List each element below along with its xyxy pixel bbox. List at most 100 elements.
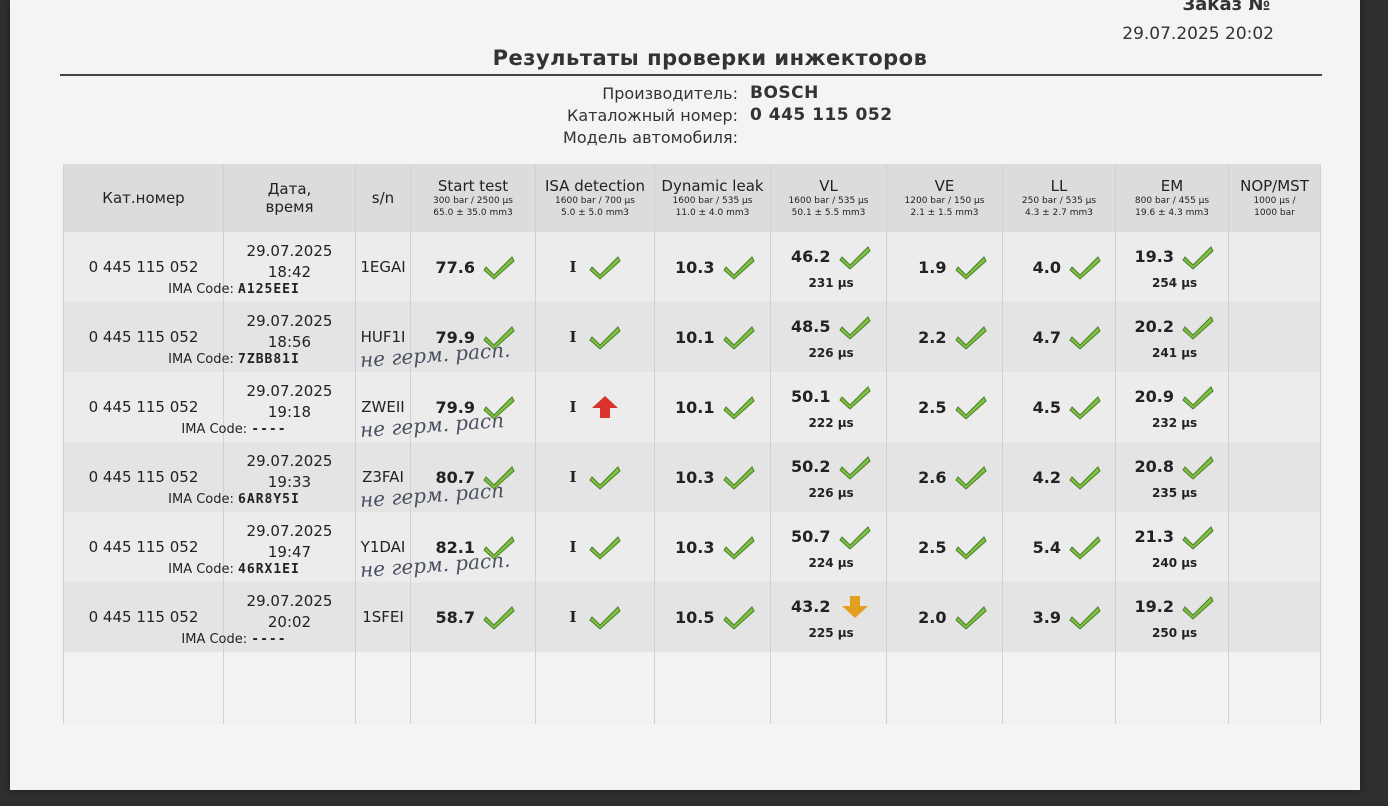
column-title: LL <box>1050 177 1068 195</box>
ima-label: IMA Code: <box>168 492 234 507</box>
checkmark-icon <box>838 385 871 410</box>
isa-value: I <box>569 328 577 346</box>
em-line: 20.8 <box>1130 454 1214 480</box>
start-test-value: 79.9 <box>435 327 475 347</box>
catalog-number: 0 445 115 052 <box>88 468 199 486</box>
vl-stack: 50.7 224 μs <box>787 524 871 570</box>
em-line: 19.2 <box>1130 594 1214 620</box>
column-condition: 1200 bar / 150 μs <box>904 196 985 206</box>
column-header: VL 1600 bar / 535 μs 50.1 ± 5.5 mm3 <box>770 164 887 232</box>
empty-cell <box>770 652 887 724</box>
ve-value: 2.2 <box>918 327 947 347</box>
column-title: Дата, время <box>265 180 314 216</box>
empty-cell <box>1228 652 1321 724</box>
vl-line: 48.5 <box>787 314 871 340</box>
checkmark-icon <box>954 256 987 280</box>
vl-cell: 50.1 222 μs <box>770 372 887 442</box>
ima-line: IMA Code: 46RX1EI <box>84 559 384 580</box>
nop-mst-cell <box>1228 512 1321 582</box>
column-title: Dynamic leak <box>661 177 764 195</box>
em-line: 20.2 <box>1130 314 1214 340</box>
column-condition: 800 bar / 455 μs <box>1134 196 1210 206</box>
column-tolerance: 11.0 ± 4.0 mm3 <box>675 208 750 218</box>
catalog-cell: 0 445 115 052 <box>63 232 224 302</box>
start-test-value: 79.9 <box>435 397 475 417</box>
nop-mst-cell <box>1228 582 1321 652</box>
table-row: 0 445 115 052 29.07.2025 19:47 IMA Code: 46… <box>63 512 1321 582</box>
checkmark-icon <box>1069 536 1101 560</box>
em-line: 21.3 <box>1130 524 1214 550</box>
ima-code: ---- <box>251 632 287 647</box>
serial-cell: 1EGAI <box>355 232 411 302</box>
column-header: EM 800 bar / 455 μs 19.6 ± 4.3 mm3 <box>1115 164 1229 232</box>
column-title: Start test <box>437 177 509 195</box>
dynamic-leak-value: 10.3 <box>675 537 715 557</box>
ima-code: 7ZBB81I <box>238 352 300 367</box>
ve-value: 1.9 <box>918 257 947 277</box>
dynamic-leak-cell: 10.1 <box>654 372 771 442</box>
vl-value: 50.7 <box>791 527 831 546</box>
test-date: 29.07.2025 <box>246 382 333 400</box>
start-test-value: 80.7 <box>435 467 475 487</box>
column-condition: 1600 bar / 535 μs <box>788 196 869 206</box>
column-header: Start test 300 bar / 2500 μs 65.0 ± 35.0 m… <box>410 164 536 232</box>
em-time: 232 μs <box>1152 415 1198 430</box>
checkmark-icon <box>483 326 515 350</box>
vl-line: 50.7 <box>787 524 871 550</box>
vl-time: 226 μs <box>808 485 854 500</box>
em-line: 20.9 <box>1130 384 1214 410</box>
ima-label: IMA Code: <box>181 422 248 437</box>
checkmark-icon <box>954 466 987 490</box>
ve-value: 2.5 <box>918 537 947 557</box>
em-cell: 19.2 250 μs <box>1115 582 1229 652</box>
checkmark-icon <box>483 536 515 560</box>
ll-cell: 4.2 <box>1002 442 1116 512</box>
column-tolerance: 4.3 ± 2.7 mm3 <box>1024 208 1093 218</box>
dynamic-leak-cell: 10.1 <box>654 302 771 372</box>
catalog-value: 0 445 115 052 <box>750 105 893 125</box>
test-date: 29.07.2025 <box>246 242 333 260</box>
ve-value: 2.0 <box>918 607 947 627</box>
checkmark-icon <box>1069 396 1101 420</box>
em-time: 241 μs <box>1152 345 1198 360</box>
em-cell: 19.3 254 μs <box>1115 232 1229 302</box>
catalog-cell: 0 445 115 052 <box>63 372 224 442</box>
ima-label: IMA Code: <box>168 352 234 367</box>
ll-value: 4.2 <box>1032 467 1061 487</box>
start-test-cell: 80.7 <box>410 442 536 512</box>
em-time: 254 μs <box>1152 275 1198 290</box>
vl-stack: 43.2 225 μs <box>787 594 871 640</box>
dynamic-leak-cell: 10.3 <box>654 232 771 302</box>
injector-info: Производитель: BOSCH Каталожный номер: 0… <box>430 82 990 148</box>
isa-value: I <box>569 608 577 626</box>
em-value: 20.8 <box>1134 457 1174 476</box>
checkmark-icon <box>1182 455 1214 480</box>
test-time: 18:56 <box>267 333 312 351</box>
nop-mst-cell <box>1228 372 1321 442</box>
catalog-number: 0 445 115 052 <box>88 258 199 276</box>
table-row: 0 445 115 052 29.07.2025 18:56 IMA Code: 7Z… <box>63 302 1321 372</box>
nop-mst-cell <box>1228 442 1321 512</box>
vl-value: 48.5 <box>791 317 831 336</box>
dynamic-leak-cell: 10.3 <box>654 442 771 512</box>
column-header: ISA detection 1600 bar / 700 μs 5.0 ± 5.0 … <box>535 164 655 232</box>
ll-value: 4.5 <box>1032 397 1061 417</box>
ll-cell: 4.7 <box>1002 302 1116 372</box>
page-title: Результаты проверки инжекторов <box>492 46 928 70</box>
isa-cell: I <box>535 232 655 302</box>
serial-cell: ZWEII не герм. расп <box>355 372 505 442</box>
checkmark-icon <box>954 536 987 560</box>
ima-code: 6AR8Y5I <box>238 492 300 507</box>
checkmark-icon <box>588 326 621 350</box>
start-test-cell: 79.9 <box>410 372 536 442</box>
em-cell: 20.2 241 μs <box>1115 302 1229 372</box>
column-condition: 1600 bar / 700 μs <box>555 196 635 206</box>
ve-cell: 2.2 <box>886 302 1003 372</box>
em-time: 235 μs <box>1152 485 1198 500</box>
column-condition: 300 bar / 2500 μs <box>433 196 513 206</box>
date-cell: 29.07.2025 19:33 IMA Code: 6AR8Y5I <box>168 442 356 512</box>
nop-mst-cell <box>1228 302 1321 372</box>
dynamic-leak-value: 10.3 <box>675 467 715 487</box>
table-row: 0 445 115 052 29.07.2025 19:33 IMA Code: 6A… <box>63 442 1321 512</box>
date-cell: 29.07.2025 18:42 IMA Code: A125EEI <box>168 232 356 302</box>
